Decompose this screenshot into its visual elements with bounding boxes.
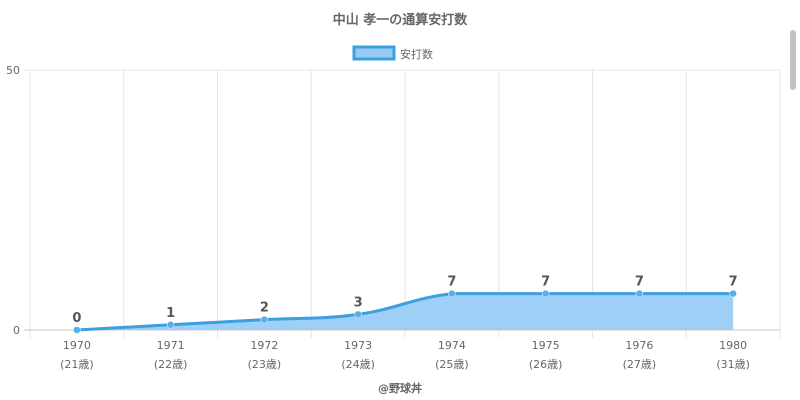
data-label: 7 [541,275,550,290]
x-tick-sublabel: (23歳) [248,358,282,371]
x-tick-label: 1975 [532,339,560,352]
x-tick-label: 1976 [625,339,653,352]
series-points [73,289,737,334]
data-label: 2 [260,301,269,316]
x-tick-sublabel: (22歳) [154,358,188,371]
data-point [448,289,456,298]
chart-title: 中山 孝一の通算安打数 [333,12,469,28]
x-tick-sublabel: (27歳) [623,358,657,371]
x-tick-label: 1972 [250,339,278,352]
x-tick-sublabel: (31歳) [716,358,750,371]
data-point [541,289,550,298]
data-label: 3 [354,295,363,310]
data-point [260,315,269,324]
y-axis: 0 50 [6,64,20,337]
data-point [354,310,362,319]
data-label: 7 [635,275,644,290]
data-label: 7 [729,275,738,290]
x-tick-label: 1974 [438,339,466,352]
x-tick-label: 1970 [63,339,91,352]
y-tick-label: 0 [13,324,20,337]
x-tick-sublabel: (24歳) [341,358,375,371]
data-labels: 0 1 2 3 7 7 7 7 [72,275,737,326]
data-point [166,321,175,329]
x-tick-label: 1973 [344,339,372,352]
x-tick-label: 1980 [719,339,747,352]
x-axis: 1970 (21歳) 1971 (22歳) 1972 (23歳) 1973 (24歳) 1974… [60,339,750,371]
x-tick-sublabel: (25歳) [435,358,469,371]
x-tick-label: 1971 [157,339,185,352]
y-tick-label: 50 [6,64,20,77]
data-point [73,326,81,334]
data-label: 0 [72,311,81,326]
data-label: 1 [166,306,175,321]
legend-label: 安打数 [400,47,433,61]
legend-swatch [352,45,396,61]
series-line [76,292,734,332]
legend[interactable]: 安打数 [352,45,433,61]
x-tick-sublabel: (21歳) [60,358,94,371]
scrollbar-thumb[interactable] [790,30,796,90]
x-tick-sublabel: (26歳) [529,358,563,371]
footer-credit: @野球丼 [378,381,422,395]
data-point [635,289,644,298]
data-label: 7 [447,275,456,290]
data-point [729,289,737,298]
